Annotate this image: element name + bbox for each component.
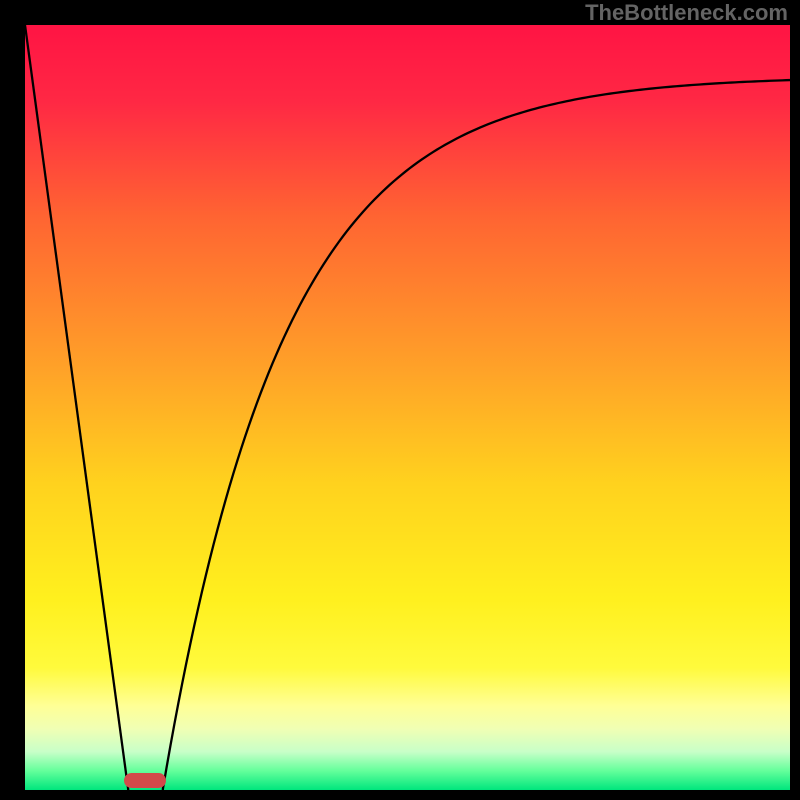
watermark-text: TheBottleneck.com bbox=[585, 0, 788, 26]
minimum-marker-pill bbox=[124, 773, 166, 788]
curve-left-branch bbox=[25, 25, 128, 790]
chart-container: TheBottleneck.com bbox=[0, 0, 800, 800]
curve-right-branch bbox=[163, 80, 790, 790]
curve-svg bbox=[0, 0, 800, 800]
